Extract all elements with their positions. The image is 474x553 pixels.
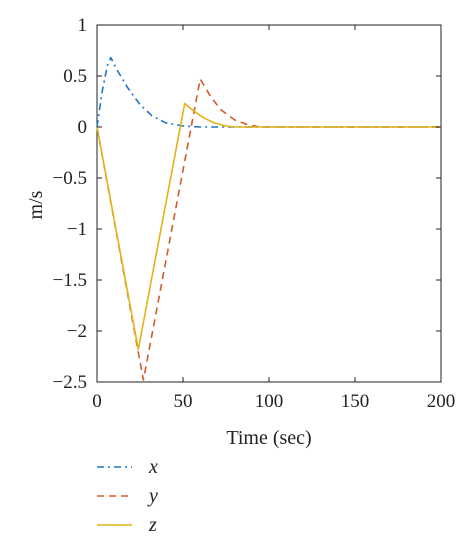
y-tick-label: −2 bbox=[67, 321, 87, 342]
y-tick-label: −1.5 bbox=[53, 270, 87, 291]
y-axis-label: m/s bbox=[25, 190, 47, 219]
y-tick-label: 0 bbox=[78, 117, 88, 138]
y-tick-label: −1 bbox=[67, 219, 87, 240]
legend-label-x: x bbox=[148, 456, 158, 478]
series-line-x bbox=[96, 56, 441, 128]
y-tick-label: 1 bbox=[78, 15, 88, 36]
plot-area bbox=[96, 24, 442, 383]
x-tick-label: 200 bbox=[427, 391, 456, 412]
series-line-z bbox=[96, 102, 441, 351]
legend: xyz bbox=[97, 456, 158, 536]
x-tick-label: 150 bbox=[341, 391, 370, 412]
x-tick-label: 100 bbox=[255, 391, 284, 412]
series-layer bbox=[96, 56, 441, 381]
x-axis-label: Time (sec) bbox=[226, 427, 311, 449]
y-tick-label: 0.5 bbox=[63, 66, 87, 87]
y-tick-label: −2.5 bbox=[53, 372, 87, 393]
plot-frame bbox=[96, 24, 442, 383]
legend-label-y: y bbox=[147, 485, 158, 507]
ticks-layer: 0 50 100 150 200 1 0.5 0 −0.5 −1 −1.5 −2 −2.5 bbox=[53, 15, 456, 412]
x-tick-label: 0 bbox=[92, 391, 102, 412]
series-line-y bbox=[96, 78, 441, 381]
x-tick-label: 50 bbox=[174, 391, 193, 412]
legend-label-z: z bbox=[148, 514, 157, 536]
y-tick-label: −0.5 bbox=[53, 168, 87, 189]
